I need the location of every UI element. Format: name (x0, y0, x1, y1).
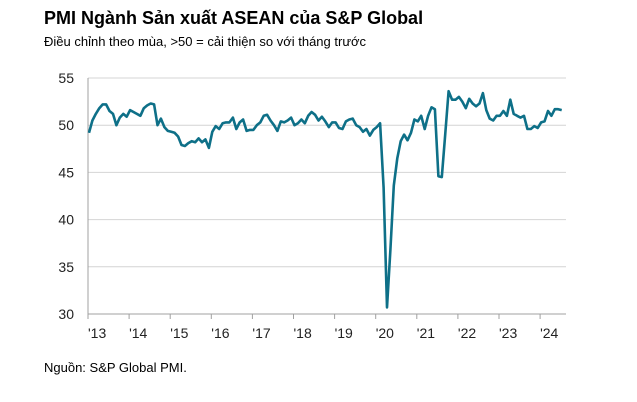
x-tick-label: '22 (458, 325, 476, 341)
source-note: Nguồn: S&P Global PMI. (44, 360, 187, 375)
x-tick-label: '18 (294, 325, 312, 341)
x-tick-label: '19 (335, 325, 353, 341)
chart-subtitle: Điều chỉnh theo mùa, >50 = cải thiện so … (44, 34, 367, 49)
x-tick-label: '21 (417, 325, 435, 341)
y-tick-label: 45 (58, 164, 74, 180)
y-tick-label: 40 (58, 212, 74, 228)
x-tick-label: '15 (170, 325, 188, 341)
x-tick-label: '24 (540, 325, 558, 341)
x-tick-label: '14 (129, 325, 147, 341)
y-tick-label: 50 (58, 117, 74, 133)
x-tick-label: '16 (211, 325, 229, 341)
y-tick-label: 55 (58, 70, 74, 86)
y-tick-label: 30 (58, 306, 74, 322)
chart-title: PMI Ngành Sản xuất ASEAN của S&P Global (44, 8, 424, 28)
x-tick-label: '20 (376, 325, 394, 341)
series-line-asean-pmi (87, 89, 563, 309)
x-tick-label: '23 (499, 325, 517, 341)
y-tick-label: 35 (58, 259, 74, 275)
x-tick-label: '13 (88, 325, 106, 341)
x-tick-label: '17 (252, 325, 270, 341)
